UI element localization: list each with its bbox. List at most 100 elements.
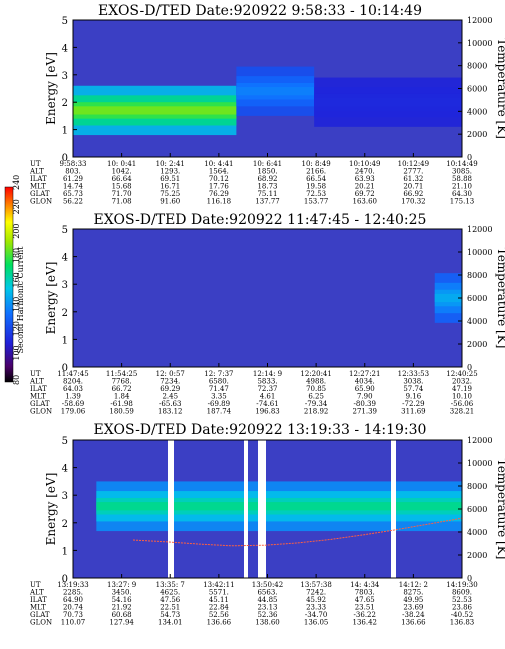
ephemeris-cell: 10: 2:41 [156,160,185,168]
y2-tick-label: 10000 [467,248,492,257]
ephemeris-cell: 4625. [160,589,180,597]
y2-tick-label: 0 [467,153,472,162]
ephemeris-cell: 3.35 [211,393,227,401]
y-tick-label: 0 [62,574,68,585]
ephemeris-cell: -58.69 [62,400,84,408]
ephemeris-cell: 187.74 [207,408,232,416]
spectral-band [96,502,462,511]
spectral-band [314,98,462,107]
ephemeris-cell: 17.76 [209,183,230,191]
ephemeris-cell: 49.95 [403,596,423,604]
ephemeris-cell: 71.08 [112,198,132,206]
ephemeris-cell: 16.71 [160,183,180,191]
y2-tick-label: 2000 [467,551,487,560]
ephemeris-cell: -40.52 [451,611,473,619]
y2-tick-label: 8000 [467,482,487,491]
ephemeris-cell: 52.56 [209,611,230,619]
ephemeris-cell: 23.69 [403,604,423,612]
y-tick-label: 1 [62,546,68,557]
spectral-band [434,293,462,303]
ephemeris-cell: 18.73 [257,183,277,191]
ephemeris-row-label: ILAT [30,175,47,183]
colorbar-gradient [4,186,14,383]
ephemeris-row-label: UT [30,160,41,168]
ephemeris-cell: 54.16 [112,596,133,604]
ephemeris-cell: 7768. [112,378,132,386]
ephemeris-cell: 328.21 [450,408,475,416]
y2-tick-label: 10000 [467,39,492,48]
ephemeris-cell: 10: 6:41 [253,160,282,168]
ephemeris-cell: 1293. [160,168,180,176]
ephemeris-cell: 69.51 [160,175,180,183]
colorbar-ticks: 80 100 120 140 160 180 200 220 240 [12,175,21,385]
y2-tick-label: 6000 [467,505,487,514]
ephemeris-cell: 136.66 [207,619,232,627]
ephemeris-cell: 21.92 [112,604,132,612]
panel-2: EXOS-D/TED Date:920922 11:47:45 - 12:40:… [29,212,505,416]
data-gap [244,440,248,578]
ephemeris-cell: 137.77 [255,198,280,206]
y2-axis-label: Temperature [K] [495,38,505,139]
ephemeris-cell: 12: 0:57 [156,370,185,378]
ephemeris-cell: 75.25 [160,190,180,198]
ephemeris-cell: 10: 0:41 [107,160,136,168]
y-tick-label: 0 [62,153,68,164]
colorbar-label: Second Harmonic Current [16,246,25,354]
ephemeris-cell: 13:57:38 [300,581,331,589]
ephemeris-row-label: GLON [30,619,52,627]
y2-tick-label: 12000 [467,16,492,25]
colorbar-tick-label: 180 [12,248,21,263]
ephemeris-row-label: GLAT [30,611,50,619]
panel-3: EXOS-D/TED Date:920922 13:19:33 - 14:19:… [29,422,505,627]
y-tick-label: 1 [62,126,68,137]
y2-tick-label: 4000 [467,317,487,326]
ephemeris-cell: 3085. [452,168,472,176]
y-tick-label: 4 [62,43,68,54]
ephemeris-cell: 6563. [257,589,277,597]
ephemeris-cell: 20.71 [403,183,423,191]
ephemeris-cell: 2.45 [162,393,178,401]
ephemeris-cell: 69.72 [355,190,375,198]
ephemeris-cell: 1564. [209,168,229,176]
ephemeris-row-label: ALT [29,168,44,176]
ephemeris-cell: 15.68 [112,183,132,191]
colorbar-tick-label: 220 [12,199,21,214]
ephemeris-cell: 91.60 [160,198,180,206]
ephemeris-cell: 65.90 [355,385,375,393]
ephemeris-cell: 68.92 [257,175,277,183]
ephemeris-cell: 12:33:53 [398,370,429,378]
ephemeris-cell: 10:14:49 [446,160,477,168]
ephemeris-cell: 72.37 [257,385,277,393]
ephemeris-cell: 9:58:33 [60,160,87,168]
ephemeris-cell: 19.58 [306,183,326,191]
ephemeris-cell: 136.66 [401,619,426,627]
colorbar-tick-label: 80 [12,375,21,385]
ephemeris-row-label: ALT [29,589,44,597]
ephemeris-cell: 11:54:25 [106,370,137,378]
panel-1: EXOS-D/TED Date:920922 9:58:33 - 10:14:4… [29,3,505,206]
ephemeris-cell: -72.29 [402,400,424,408]
ephemeris-cell: 7234. [160,378,180,386]
ephemeris-cell: 6580. [209,378,229,386]
ephemeris-cell: 183.12 [158,408,183,416]
ephemeris-cell: 57.74 [403,385,424,393]
y-tick-label: 3 [62,491,68,502]
ephemeris-cell: 58.88 [452,175,472,183]
y2-axis-label: Temperature [K] [495,248,505,349]
ephemeris-cell: -80.39 [354,400,376,408]
ephemeris-cell: 803. [65,168,81,176]
colorbar: Second Harmonic Current 80 100 120 140 160 18… [4,175,25,385]
ephemeris-cell: 170.32 [401,198,426,206]
ephemeris-cell: 10.10 [452,393,472,401]
ephemeris-cell: 52.53 [452,596,472,604]
ephemeris-cell: 6.25 [308,393,324,401]
ephemeris-cell: 2285. [63,589,83,597]
ephemeris-row-label: ILAT [30,596,47,604]
ephemeris-cell: 12:14: 9 [253,370,282,378]
y-tick-label: 3 [62,280,68,291]
ephemeris-cell: 127.94 [109,619,134,627]
spectral-band [236,87,315,96]
ephemeris-cell: 3038. [403,378,423,386]
ephemeris-cell: 271.39 [353,408,378,416]
